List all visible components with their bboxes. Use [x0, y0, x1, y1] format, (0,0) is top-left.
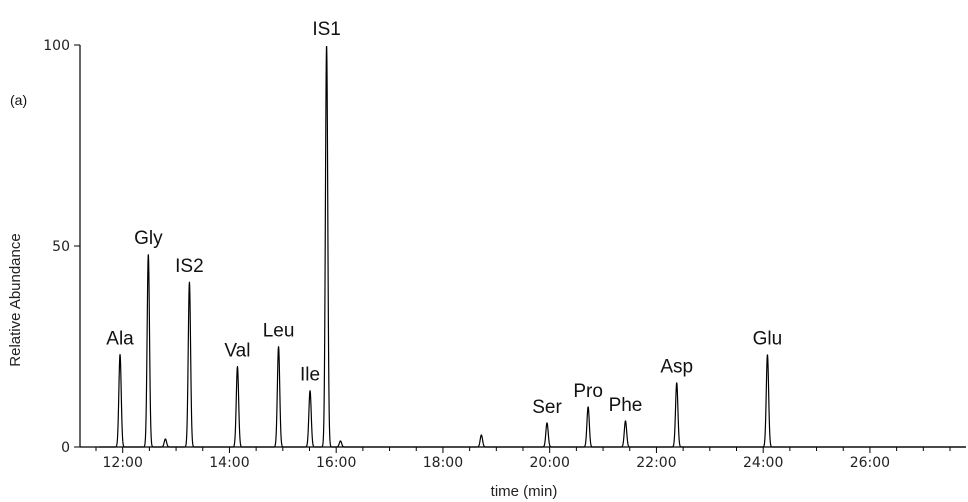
- y-tick-label: 50: [52, 239, 70, 255]
- y-tick-label: 0: [61, 440, 70, 456]
- peak-label-is1: IS1: [312, 19, 341, 40]
- y-tick-label: 100: [43, 38, 70, 54]
- x-tick-label: 16:00: [316, 455, 356, 471]
- x-tick-label: 22:00: [636, 455, 676, 471]
- peak-label-ile: Ile: [300, 365, 320, 386]
- peak-label-gly: Gly: [134, 228, 163, 249]
- peak-label-phe: Phe: [609, 395, 643, 416]
- x-axis-title: time (min): [491, 483, 558, 500]
- x-tick-label: 18:00: [423, 455, 463, 471]
- x-tick-label: 12:00: [103, 455, 143, 471]
- x-axis-ticks: 12:00 14:00 16:00 18:00 20:00 22:00 24:00 26:00: [95, 447, 951, 471]
- x-tick-label: 24:00: [743, 455, 783, 471]
- peak-labels: Ala Gly IS2 Val Leu Ile IS1 Ser Pro Phe Asp Glu: [106, 19, 782, 418]
- peak-label-is2: IS2: [175, 256, 204, 277]
- y-axis-title: Relative Abundance: [7, 233, 24, 366]
- peak-label-asp: Asp: [660, 357, 693, 378]
- x-tick-label: 20:00: [530, 455, 570, 471]
- peak-label-ala: Ala: [106, 329, 134, 350]
- y-axis-ticks: 0 50 100: [43, 38, 80, 456]
- peak-label-glu: Glu: [753, 329, 783, 350]
- peak-label-val: Val: [224, 341, 250, 362]
- chromatogram-trace: [98, 46, 967, 448]
- panel-label: (a): [10, 92, 27, 108]
- peak-label-ser: Ser: [532, 397, 562, 418]
- peak-label-pro: Pro: [573, 381, 603, 402]
- x-tick-label: 26:00: [850, 455, 890, 471]
- peak-label-leu: Leu: [263, 321, 295, 342]
- x-tick-label: 14:00: [209, 455, 249, 471]
